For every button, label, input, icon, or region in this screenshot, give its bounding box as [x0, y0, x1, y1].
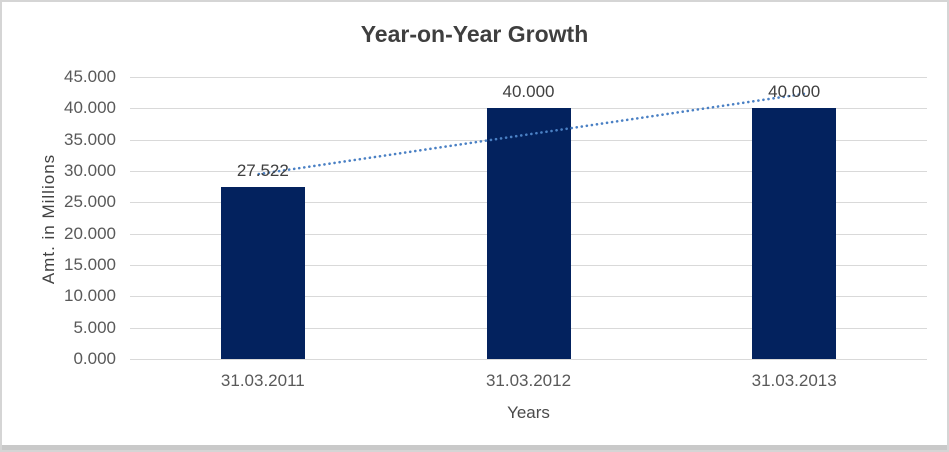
- window-bottom-edge: [2, 445, 947, 450]
- chart-title: Year-on-Year Growth: [360, 21, 589, 47]
- gridline: [130, 77, 927, 78]
- bar-31.03.2011: [220, 186, 305, 359]
- y-tick-label: 15.000: [64, 255, 116, 274]
- x-tick-label: 31.03.2012: [485, 371, 572, 390]
- y-tick-label: 10.000: [64, 286, 116, 306]
- y-tick-label: 35.000: [64, 129, 116, 149]
- y-tick-label: 20.000: [64, 223, 116, 243]
- x-tick-label: 31.03.2011: [220, 371, 305, 390]
- plot-area: 27.522 40.000 40.000: [130, 77, 927, 360]
- gridline: [130, 359, 927, 360]
- y-tick-label: 30.000: [64, 161, 116, 180]
- x-axis-tick-labels: 31.03.2011 31.03.2012 31.03.2013: [130, 371, 927, 393]
- x-axis-title: Years: [507, 403, 550, 422]
- bar-value-label: 27.522: [236, 160, 289, 180]
- y-tick-label: 0.000: [73, 349, 116, 368]
- y-tick-label: 25.000: [64, 192, 116, 212]
- trendline-dotted-line: [257, 92, 808, 176]
- x-tick-label: 31.03.2013: [751, 371, 837, 390]
- bar-value-label: 40.000: [768, 82, 821, 102]
- y-axis-tick-labels: 0.000 5.000 10.000 15.000 20.000 25.000 30.000…: [2, 67, 116, 368]
- y-tick-label: 40.000: [64, 98, 116, 118]
- bar-31.03.2013: [752, 108, 837, 359]
- bar-31.03.2012: [486, 108, 571, 359]
- bar-value-label: 40.000: [502, 82, 555, 102]
- trendline: [257, 92, 808, 176]
- y-tick-label: 5.000: [73, 317, 116, 337]
- y-tick-label: 45.000: [64, 67, 116, 86]
